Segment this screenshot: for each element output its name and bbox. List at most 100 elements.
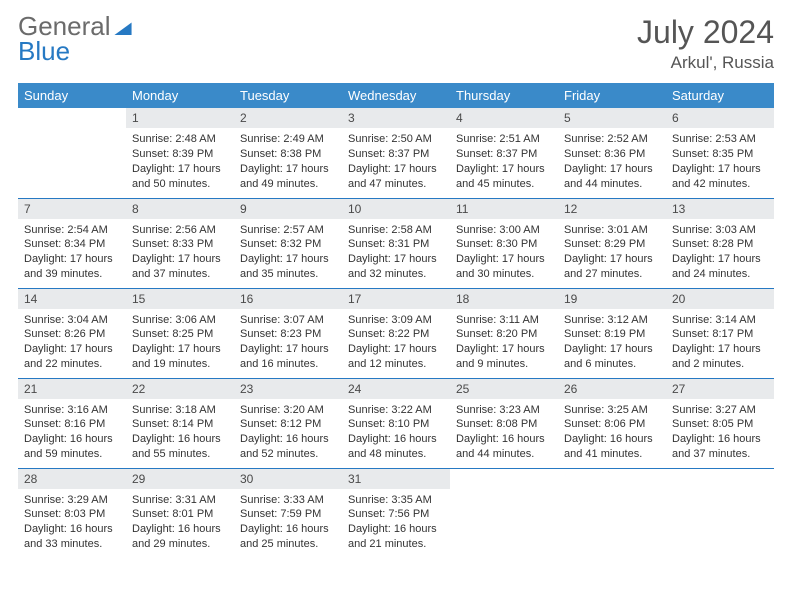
sunrise-text: Sunrise: 3:04 AM	[24, 313, 120, 328]
day-number: 4	[450, 108, 558, 128]
daylight-text-2: and 37 minutes.	[672, 447, 768, 462]
daylight-text-1: Daylight: 17 hours	[132, 342, 228, 357]
sunrise-text: Sunrise: 2:49 AM	[240, 132, 336, 147]
calendar-cell	[18, 108, 126, 198]
daylight-text-2: and 25 minutes.	[240, 537, 336, 552]
calendar-cell: 10Sunrise: 2:58 AMSunset: 8:31 PMDayligh…	[342, 198, 450, 288]
sunset-text: Sunset: 8:37 PM	[348, 147, 444, 162]
calendar-body: 1Sunrise: 2:48 AMSunset: 8:39 PMDaylight…	[18, 108, 774, 558]
daylight-text-2: and 44 minutes.	[564, 177, 660, 192]
calendar-cell: 16Sunrise: 3:07 AMSunset: 8:23 PMDayligh…	[234, 288, 342, 378]
calendar-cell: 14Sunrise: 3:04 AMSunset: 8:26 PMDayligh…	[18, 288, 126, 378]
sunset-text: Sunset: 8:22 PM	[348, 327, 444, 342]
day-details: Sunrise: 2:53 AMSunset: 8:35 PMDaylight:…	[666, 128, 774, 195]
daylight-text-2: and 24 minutes.	[672, 267, 768, 282]
sunrise-text: Sunrise: 2:52 AM	[564, 132, 660, 147]
title-block: July 2024 Arkul', Russia	[637, 14, 774, 73]
calendar-cell: 5Sunrise: 2:52 AMSunset: 8:36 PMDaylight…	[558, 108, 666, 198]
sunrise-text: Sunrise: 3:35 AM	[348, 493, 444, 508]
daylight-text-2: and 52 minutes.	[240, 447, 336, 462]
day-details: Sunrise: 3:31 AMSunset: 8:01 PMDaylight:…	[126, 489, 234, 556]
sunset-text: Sunset: 8:20 PM	[456, 327, 552, 342]
day-details: Sunrise: 3:33 AMSunset: 7:59 PMDaylight:…	[234, 489, 342, 556]
daylight-text-1: Daylight: 17 hours	[672, 162, 768, 177]
weekday-header: Monday	[126, 83, 234, 108]
calendar-cell	[450, 468, 558, 558]
day-details: Sunrise: 2:57 AMSunset: 8:32 PMDaylight:…	[234, 219, 342, 286]
day-number: 26	[558, 379, 666, 399]
daylight-text-2: and 32 minutes.	[348, 267, 444, 282]
daylight-text-2: and 47 minutes.	[348, 177, 444, 192]
calendar-cell: 1Sunrise: 2:48 AMSunset: 8:39 PMDaylight…	[126, 108, 234, 198]
daylight-text-2: and 21 minutes.	[348, 537, 444, 552]
calendar-cell: 15Sunrise: 3:06 AMSunset: 8:25 PMDayligh…	[126, 288, 234, 378]
daylight-text-2: and 19 minutes.	[132, 357, 228, 372]
daylight-text-2: and 49 minutes.	[240, 177, 336, 192]
day-number: 7	[18, 199, 126, 219]
daylight-text-1: Daylight: 17 hours	[240, 162, 336, 177]
day-details: Sunrise: 3:00 AMSunset: 8:30 PMDaylight:…	[450, 219, 558, 286]
calendar-cell: 22Sunrise: 3:18 AMSunset: 8:14 PMDayligh…	[126, 378, 234, 468]
calendar-cell: 20Sunrise: 3:14 AMSunset: 8:17 PMDayligh…	[666, 288, 774, 378]
day-details: Sunrise: 2:50 AMSunset: 8:37 PMDaylight:…	[342, 128, 450, 195]
day-number: 30	[234, 469, 342, 489]
sunset-text: Sunset: 8:28 PM	[672, 237, 768, 252]
day-details: Sunrise: 3:20 AMSunset: 8:12 PMDaylight:…	[234, 399, 342, 466]
sunrise-text: Sunrise: 2:57 AM	[240, 223, 336, 238]
sunrise-text: Sunrise: 3:16 AM	[24, 403, 120, 418]
day-number: 29	[126, 469, 234, 489]
sunset-text: Sunset: 8:38 PM	[240, 147, 336, 162]
day-details: Sunrise: 3:09 AMSunset: 8:22 PMDaylight:…	[342, 309, 450, 376]
daylight-text-1: Daylight: 17 hours	[132, 162, 228, 177]
daylight-text-2: and 29 minutes.	[132, 537, 228, 552]
calendar-cell: 7Sunrise: 2:54 AMSunset: 8:34 PMDaylight…	[18, 198, 126, 288]
sunset-text: Sunset: 8:36 PM	[564, 147, 660, 162]
sunset-text: Sunset: 7:56 PM	[348, 507, 444, 522]
sunrise-text: Sunrise: 2:51 AM	[456, 132, 552, 147]
weekday-header: Wednesday	[342, 83, 450, 108]
sunset-text: Sunset: 8:31 PM	[348, 237, 444, 252]
weekday-header: Saturday	[666, 83, 774, 108]
sunrise-text: Sunrise: 3:20 AM	[240, 403, 336, 418]
sunset-text: Sunset: 8:37 PM	[456, 147, 552, 162]
sunrise-text: Sunrise: 3:25 AM	[564, 403, 660, 418]
weekday-header: Tuesday	[234, 83, 342, 108]
sunrise-text: Sunrise: 3:31 AM	[132, 493, 228, 508]
daylight-text-1: Daylight: 17 hours	[672, 252, 768, 267]
calendar-cell: 26Sunrise: 3:25 AMSunset: 8:06 PMDayligh…	[558, 378, 666, 468]
sunset-text: Sunset: 8:34 PM	[24, 237, 120, 252]
day-number: 20	[666, 289, 774, 309]
daylight-text-1: Daylight: 16 hours	[564, 432, 660, 447]
day-details: Sunrise: 2:58 AMSunset: 8:31 PMDaylight:…	[342, 219, 450, 286]
calendar-cell: 23Sunrise: 3:20 AMSunset: 8:12 PMDayligh…	[234, 378, 342, 468]
sunset-text: Sunset: 8:30 PM	[456, 237, 552, 252]
day-number: 18	[450, 289, 558, 309]
daylight-text-2: and 55 minutes.	[132, 447, 228, 462]
day-details: Sunrise: 3:14 AMSunset: 8:17 PMDaylight:…	[666, 309, 774, 376]
daylight-text-1: Daylight: 16 hours	[132, 522, 228, 537]
sunset-text: Sunset: 8:14 PM	[132, 417, 228, 432]
day-details: Sunrise: 3:23 AMSunset: 8:08 PMDaylight:…	[450, 399, 558, 466]
day-number: 25	[450, 379, 558, 399]
calendar-table: SundayMondayTuesdayWednesdayThursdayFrid…	[18, 83, 774, 558]
sunrise-text: Sunrise: 3:09 AM	[348, 313, 444, 328]
sunrise-text: Sunrise: 3:27 AM	[672, 403, 768, 418]
daylight-text-2: and 59 minutes.	[24, 447, 120, 462]
daylight-text-1: Daylight: 17 hours	[564, 252, 660, 267]
sunrise-text: Sunrise: 3:03 AM	[672, 223, 768, 238]
day-number: 23	[234, 379, 342, 399]
daylight-text-1: Daylight: 17 hours	[348, 342, 444, 357]
sunset-text: Sunset: 8:35 PM	[672, 147, 768, 162]
daylight-text-2: and 41 minutes.	[564, 447, 660, 462]
daylight-text-1: Daylight: 16 hours	[348, 432, 444, 447]
day-number: 3	[342, 108, 450, 128]
calendar-cell: 9Sunrise: 2:57 AMSunset: 8:32 PMDaylight…	[234, 198, 342, 288]
daylight-text-1: Daylight: 17 hours	[240, 252, 336, 267]
day-number: 12	[558, 199, 666, 219]
sunrise-text: Sunrise: 3:06 AM	[132, 313, 228, 328]
sunrise-text: Sunrise: 3:33 AM	[240, 493, 336, 508]
sunset-text: Sunset: 8:25 PM	[132, 327, 228, 342]
calendar-cell: 6Sunrise: 2:53 AMSunset: 8:35 PMDaylight…	[666, 108, 774, 198]
daylight-text-2: and 9 minutes.	[456, 357, 552, 372]
day-details: Sunrise: 3:27 AMSunset: 8:05 PMDaylight:…	[666, 399, 774, 466]
